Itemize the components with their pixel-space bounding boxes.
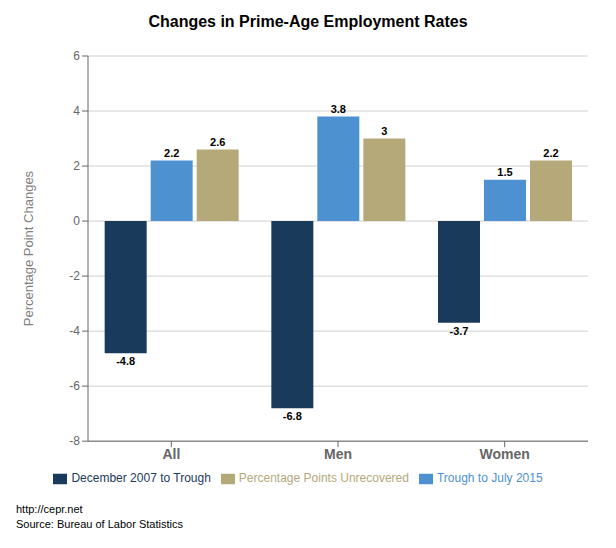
html-text:Source: Bureau of Labor Statis: Source: Bureau of Labor Statistics xyxy=(16,518,183,530)
svg-text:0: 0 xyxy=(73,214,80,228)
svg-text:3.8: 3.8 xyxy=(331,103,346,115)
html-text:http://cepr.net: http://cepr.net xyxy=(16,503,83,515)
svg-text:All: All xyxy=(162,446,180,462)
svg-text:Women: Women xyxy=(480,446,530,462)
svg-text:1.5: 1.5 xyxy=(497,166,512,178)
svg-text:4: 4 xyxy=(73,104,80,118)
html-text:December 2007 to Trough: December 2007 to Trough xyxy=(71,471,211,486)
html-text:Trough to July 2015: Trough to July 2015 xyxy=(437,471,543,486)
svg-text:-6: -6 xyxy=(69,379,80,393)
svg-text:Men: Men xyxy=(324,446,352,462)
svg-text:6: 6 xyxy=(73,49,80,63)
svg-text:-3.7: -3.7 xyxy=(450,325,469,337)
svg-text:3: 3 xyxy=(381,125,387,137)
svg-text:Percentage Point Changes: Percentage Point Changes xyxy=(21,170,36,326)
svg-text:2.2: 2.2 xyxy=(164,147,179,159)
svg-text:-8: -8 xyxy=(69,434,80,448)
svg-text:-2: -2 xyxy=(69,269,80,283)
svg-text:2.6: 2.6 xyxy=(210,136,225,148)
svg-text:2: 2 xyxy=(73,159,80,173)
svg-text:2.2: 2.2 xyxy=(543,147,558,159)
html-text:Changes in Prime-Age Employmen: Changes in Prime-Age Employment Rates xyxy=(148,13,468,30)
html-text:Percentage Points Unrecovered: Percentage Points Unrecovered xyxy=(238,471,409,486)
svg-text:-4.8: -4.8 xyxy=(116,355,135,367)
svg-text:-6.8: -6.8 xyxy=(283,410,302,422)
svg-text:-4: -4 xyxy=(69,324,80,338)
